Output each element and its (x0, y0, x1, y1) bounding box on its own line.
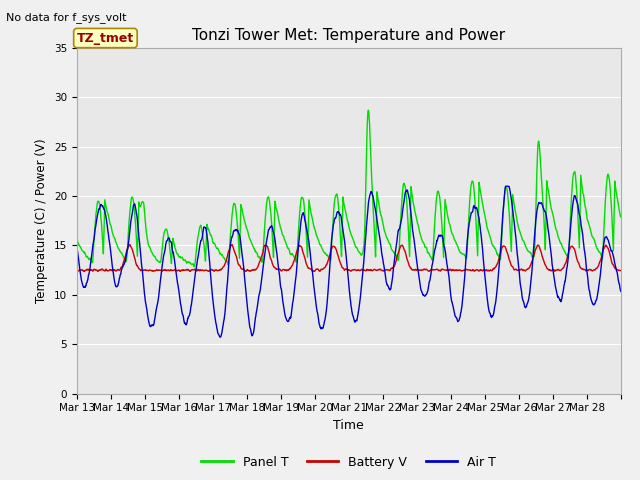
Title: Tonzi Tower Met: Temperature and Power: Tonzi Tower Met: Temperature and Power (192, 28, 506, 43)
Battery V (126, 241, 134, 247)
Battery V (73, 267, 81, 273)
Air T (477, 233, 485, 239)
Panel T (617, 214, 625, 220)
Panel T (191, 264, 198, 270)
Panel T (365, 108, 372, 113)
Panel T (477, 195, 485, 201)
Battery V (335, 256, 343, 262)
Text: No data for f_sys_volt: No data for f_sys_volt (6, 12, 127, 23)
Battery V (617, 268, 625, 274)
Air T (335, 210, 342, 216)
Battery V (159, 268, 166, 274)
Line: Panel T: Panel T (77, 110, 621, 267)
Battery V (557, 267, 565, 273)
Air T (617, 288, 625, 294)
Panel T (73, 237, 81, 243)
Panel T (335, 206, 342, 212)
Panel T (611, 198, 618, 204)
Air T (158, 265, 166, 271)
Panel T (324, 254, 332, 260)
Battery V (325, 255, 333, 261)
Battery V (611, 264, 618, 270)
Air T (216, 334, 224, 340)
Panel T (557, 240, 565, 246)
Line: Air T: Air T (77, 186, 621, 337)
Air T (502, 183, 509, 189)
X-axis label: Time: Time (333, 419, 364, 432)
Air T (557, 298, 565, 303)
Battery V (81, 269, 88, 275)
Air T (73, 247, 81, 253)
Y-axis label: Temperature (C) / Power (V): Temperature (C) / Power (V) (35, 139, 48, 303)
Battery V (477, 267, 485, 273)
Legend: Panel T, Battery V, Air T: Panel T, Battery V, Air T (196, 451, 501, 474)
Air T (324, 284, 332, 289)
Panel T (158, 249, 166, 255)
Air T (611, 259, 618, 264)
Text: TZ_tmet: TZ_tmet (77, 32, 134, 45)
Line: Battery V: Battery V (77, 244, 621, 272)
